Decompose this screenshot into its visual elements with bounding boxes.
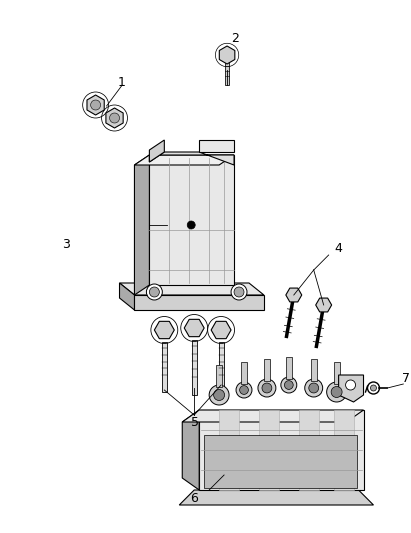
- Circle shape: [284, 381, 293, 390]
- Polygon shape: [204, 435, 356, 488]
- Circle shape: [231, 284, 247, 300]
- Polygon shape: [106, 108, 123, 128]
- Bar: [311, 359, 317, 381]
- Text: 4: 4: [335, 241, 342, 254]
- Polygon shape: [120, 283, 134, 310]
- Polygon shape: [155, 321, 174, 338]
- Polygon shape: [199, 410, 363, 490]
- Circle shape: [305, 379, 323, 397]
- Polygon shape: [286, 288, 302, 302]
- Polygon shape: [219, 46, 235, 64]
- Polygon shape: [334, 410, 353, 490]
- Circle shape: [309, 383, 319, 393]
- Bar: [241, 362, 247, 384]
- Polygon shape: [179, 490, 374, 505]
- Polygon shape: [87, 95, 104, 115]
- Bar: [334, 362, 339, 384]
- Circle shape: [209, 385, 229, 405]
- Polygon shape: [316, 298, 332, 312]
- Polygon shape: [184, 319, 204, 337]
- Circle shape: [370, 385, 376, 391]
- Polygon shape: [182, 410, 199, 490]
- Text: 7: 7: [402, 372, 410, 384]
- Polygon shape: [299, 410, 319, 490]
- Text: 1: 1: [118, 77, 125, 90]
- Bar: [216, 365, 222, 387]
- Polygon shape: [134, 155, 149, 295]
- Circle shape: [214, 390, 224, 400]
- Polygon shape: [339, 375, 363, 402]
- Polygon shape: [120, 283, 264, 295]
- Polygon shape: [149, 152, 234, 165]
- Circle shape: [331, 386, 342, 398]
- Circle shape: [346, 380, 356, 390]
- Polygon shape: [211, 321, 231, 338]
- Polygon shape: [199, 140, 234, 152]
- Text: 3: 3: [62, 238, 70, 252]
- Bar: [286, 357, 292, 379]
- Circle shape: [91, 100, 101, 110]
- Circle shape: [236, 382, 252, 398]
- Polygon shape: [134, 295, 264, 310]
- Polygon shape: [134, 155, 234, 165]
- Polygon shape: [259, 410, 279, 490]
- Text: 5: 5: [191, 416, 199, 429]
- Circle shape: [146, 284, 162, 300]
- Polygon shape: [149, 140, 164, 162]
- Circle shape: [240, 385, 248, 394]
- Polygon shape: [219, 410, 239, 490]
- Polygon shape: [182, 410, 363, 422]
- Polygon shape: [149, 155, 234, 285]
- Bar: [162, 342, 167, 392]
- Circle shape: [262, 383, 272, 393]
- Bar: [264, 359, 270, 381]
- Circle shape: [110, 113, 120, 123]
- Circle shape: [258, 379, 276, 397]
- Circle shape: [234, 287, 244, 297]
- Circle shape: [327, 382, 346, 402]
- Circle shape: [149, 287, 159, 297]
- Bar: [219, 342, 224, 392]
- Circle shape: [187, 221, 195, 229]
- Bar: [225, 55, 229, 85]
- Circle shape: [281, 377, 297, 393]
- Text: 6: 6: [190, 491, 198, 505]
- Text: 2: 2: [231, 31, 239, 44]
- Bar: [192, 340, 197, 394]
